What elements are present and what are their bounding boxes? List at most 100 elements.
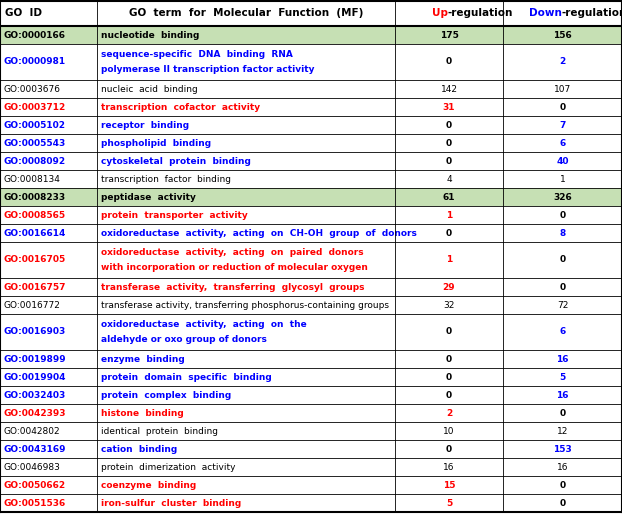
Text: transcription  cofactor  activity: transcription cofactor activity (101, 102, 260, 112)
Bar (0, 476, 622, 494)
Text: 0: 0 (559, 499, 565, 508)
Text: 0: 0 (559, 408, 565, 417)
Text: histone  binding: histone binding (101, 408, 183, 417)
Text: GO:0042393: GO:0042393 (4, 408, 67, 417)
Bar (0, 206, 622, 224)
Text: GO:0051536: GO:0051536 (4, 499, 67, 508)
Text: 0: 0 (559, 211, 565, 220)
Text: 0: 0 (446, 58, 452, 66)
Text: 16: 16 (443, 462, 455, 471)
Bar (0, 422, 622, 440)
Text: 16: 16 (556, 390, 569, 400)
Text: iron-sulfur  cluster  binding: iron-sulfur cluster binding (101, 499, 241, 508)
Text: nucleic  acid  binding: nucleic acid binding (101, 85, 198, 93)
Text: GO  term  for  Molecular  Function  (MF): GO term for Molecular Function (MF) (129, 8, 363, 18)
Text: 31: 31 (443, 102, 455, 112)
Text: 0: 0 (559, 282, 565, 292)
Text: GO:0032403: GO:0032403 (4, 390, 67, 400)
Text: 7: 7 (559, 120, 565, 130)
Text: 0: 0 (446, 139, 452, 147)
Text: protein  dimerization  activity: protein dimerization activity (101, 462, 236, 471)
Text: 153: 153 (553, 444, 572, 454)
Text: 1: 1 (446, 255, 452, 265)
Text: 15: 15 (443, 481, 455, 489)
Text: peptidase  activity: peptidase activity (101, 193, 196, 201)
Text: GO:0042802: GO:0042802 (4, 427, 60, 435)
Bar (0, 278, 622, 296)
Text: 12: 12 (557, 427, 568, 435)
Text: GO:0019899: GO:0019899 (4, 354, 67, 363)
Text: 6: 6 (559, 139, 565, 147)
Text: oxidoreductase  activity,  acting  on  CH-OH  group  of  donors: oxidoreductase activity, acting on CH-OH… (101, 228, 417, 238)
Text: Down: Down (529, 8, 562, 18)
Text: 5: 5 (446, 499, 452, 508)
Text: 0: 0 (446, 390, 452, 400)
Bar (0, 44, 622, 80)
Bar (0, 152, 622, 170)
Text: receptor  binding: receptor binding (101, 120, 189, 130)
Text: 156: 156 (553, 31, 572, 39)
Bar (0, 314, 622, 350)
Bar (0, 98, 622, 116)
Text: GO:0003712: GO:0003712 (4, 102, 67, 112)
Text: GO:0008233: GO:0008233 (4, 193, 66, 201)
Text: cation  binding: cation binding (101, 444, 177, 454)
Text: 5: 5 (559, 373, 565, 381)
Text: 1: 1 (560, 174, 565, 184)
Text: protein  complex  binding: protein complex binding (101, 390, 231, 400)
Text: coenzyme  binding: coenzyme binding (101, 481, 197, 489)
Bar (0, 170, 622, 188)
Text: GO:0019904: GO:0019904 (4, 373, 67, 381)
Text: 175: 175 (440, 31, 458, 39)
Text: GO:0016903: GO:0016903 (4, 327, 67, 336)
Bar (0, 224, 622, 242)
Bar (0, 26, 622, 44)
Bar (0, 494, 622, 512)
Text: 40: 40 (556, 157, 569, 166)
Text: 2: 2 (446, 408, 452, 417)
Text: protein  domain  specific  binding: protein domain specific binding (101, 373, 272, 381)
Text: 0: 0 (559, 102, 565, 112)
Bar (0, 134, 622, 152)
Text: aldehyde or oxo group of donors: aldehyde or oxo group of donors (101, 335, 267, 345)
Text: GO:0008134: GO:0008134 (4, 174, 61, 184)
Text: 32: 32 (443, 301, 455, 309)
Bar (0, 386, 622, 404)
Text: 8: 8 (559, 228, 565, 238)
Text: 142: 142 (440, 85, 458, 93)
Bar (0, 80, 622, 98)
Text: GO  ID: GO ID (5, 8, 42, 18)
Text: GO:0005102: GO:0005102 (4, 120, 66, 130)
Text: 1: 1 (446, 211, 452, 220)
Bar (0, 0, 622, 26)
Text: GO:0000981: GO:0000981 (4, 58, 66, 66)
Text: phospholipid  binding: phospholipid binding (101, 139, 211, 147)
Text: 0: 0 (446, 327, 452, 336)
Bar (0, 116, 622, 134)
Text: nucleotide  binding: nucleotide binding (101, 31, 200, 39)
Text: transcription  factor  binding: transcription factor binding (101, 174, 231, 184)
Text: 4: 4 (446, 174, 452, 184)
Text: 0: 0 (446, 444, 452, 454)
Text: GO:0003676: GO:0003676 (4, 85, 61, 93)
Text: GO:0000166: GO:0000166 (4, 31, 66, 39)
Text: GO:0046983: GO:0046983 (4, 462, 61, 471)
Text: GO:0016757: GO:0016757 (4, 282, 67, 292)
Text: 0: 0 (559, 255, 565, 265)
Bar (0, 242, 622, 278)
Text: 107: 107 (554, 85, 571, 93)
Text: GO:0016705: GO:0016705 (4, 255, 67, 265)
Bar (0, 188, 622, 206)
Text: GO:0016614: GO:0016614 (4, 228, 67, 238)
Text: enzyme  binding: enzyme binding (101, 354, 185, 363)
Text: Up: Up (432, 8, 448, 18)
Text: 72: 72 (557, 301, 568, 309)
Text: transferase activity, transferring phosphorus-containing groups: transferase activity, transferring phosp… (101, 301, 389, 309)
Text: 29: 29 (443, 282, 455, 292)
Bar (0, 350, 622, 368)
Bar (0, 296, 622, 314)
Bar (0, 458, 622, 476)
Text: 61: 61 (443, 193, 455, 201)
Text: GO:0016772: GO:0016772 (4, 301, 61, 309)
Text: -regulation: -regulation (562, 8, 622, 18)
